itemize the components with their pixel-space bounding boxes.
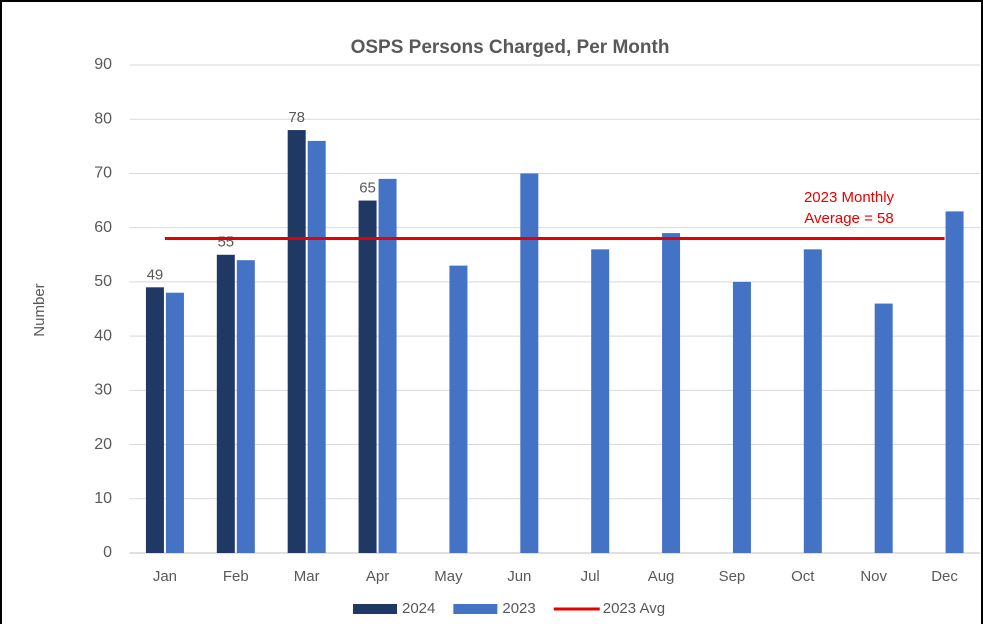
x-tick-label: May [434,568,463,585]
bar [165,292,184,553]
bar [520,173,539,553]
y-tick-label: 30 [94,382,112,399]
bar [803,249,822,553]
x-tick-label: Aug [648,568,675,585]
data-label: 78 [288,109,305,126]
y-tick-label: 0 [103,544,112,561]
annotation: Average = 58 [804,210,893,227]
bar [591,249,610,553]
bar [874,303,893,553]
x-tick-label: Nov [860,568,887,585]
x-tick-label: Oct [791,568,815,585]
bar [662,233,681,554]
bar [945,211,964,553]
bar [287,130,306,554]
bar [145,287,164,553]
y-tick-label: 20 [94,436,112,453]
y-tick-label: 70 [94,165,112,182]
y-tick-label: 80 [94,110,112,127]
x-tick-label: Jan [153,568,177,585]
data-label: 55 [217,234,234,251]
x-tick-label: Jun [507,568,531,585]
bar [307,140,326,553]
bar [449,265,468,553]
bar [216,254,235,553]
y-tick-label: 90 [94,56,112,73]
data-label: 65 [359,180,376,197]
x-tick-label: Feb [223,568,249,585]
x-tick-label: Sep [719,568,746,585]
legend-label: 2023 Avg [603,600,665,617]
x-tick-label: Apr [366,568,389,585]
y-axis-label: Number [31,283,48,336]
legend-swatch [353,604,397,614]
bar [378,178,397,553]
legend-label: 2024 [402,600,435,617]
y-tick-label: 40 [94,327,112,344]
bar [732,281,751,553]
x-tick-label: Dec [931,568,958,585]
bar [236,260,255,553]
bar [358,200,377,554]
annotation: 2023 Monthly [804,189,895,206]
data-label: 49 [147,266,164,283]
legend-label: 2023 [502,600,535,617]
x-tick-label: Jul [581,568,600,585]
chart-title: OSPS Persons Charged, Per Month [351,37,670,58]
legend-swatch [453,604,498,614]
y-tick-label: 60 [94,219,112,236]
y-tick-label: 50 [94,273,112,290]
y-tick-label: 10 [94,490,112,507]
x-tick-label: Mar [294,568,320,585]
